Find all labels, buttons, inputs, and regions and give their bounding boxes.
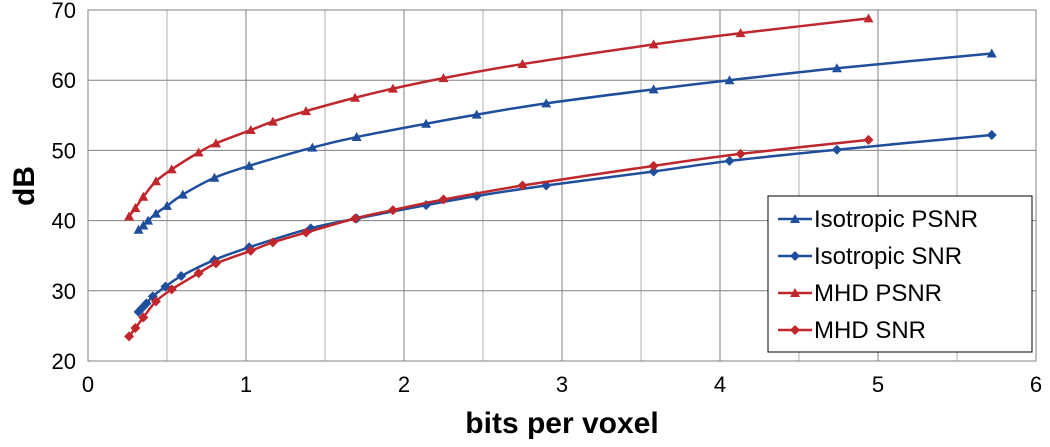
series-1-point-14 [724,155,735,166]
series-2-point-16 [863,13,874,23]
series-2-point-3 [150,176,161,186]
series-2-point-14 [648,39,659,49]
series-3-point-8 [267,237,278,248]
x-axis-title: bits per voxel [465,407,658,440]
series-layer [124,13,997,342]
legend-label-3: MHD SNR [814,317,926,344]
series-3-point-9 [301,227,312,238]
legend-swatch-marker-2 [790,288,800,297]
series-0-point-16 [986,48,997,58]
series-3-point-10 [350,213,361,224]
series-0-point-15 [831,63,842,73]
series-2 [124,13,874,221]
series-3-point-7 [245,245,256,256]
plot-area-frame [87,9,1037,362]
series-2-point-8 [267,116,278,126]
series-3-point-13 [517,180,528,191]
y-axis-title: dB [8,166,41,206]
series-3-point-6 [210,258,221,269]
x-tick-labels: 0 1 2 3 4 5 6 [82,372,1042,397]
legend-label-0: Isotropic PSNR [814,206,978,233]
series-0-point-11 [471,109,482,119]
series-1-point-5 [176,271,187,282]
series-0-point-5 [177,189,188,199]
series-0-point-2 [143,215,154,225]
series-1-point-13 [648,166,659,177]
legend-label-1: Isotropic SNR [814,243,962,270]
series-0-point-6 [209,172,220,182]
legend-swatch-marker-3 [790,325,800,335]
series-2-point-9 [301,106,312,116]
y-tick-label-1: 30 [52,279,76,304]
y-tick-label-0: 20 [52,349,76,374]
y-tick-label-2: 40 [52,209,76,234]
series-2-point-6 [210,138,221,148]
series-0-point-10 [421,118,432,128]
y-tick-labels: 20 30 40 50 60 70 [52,0,76,374]
legend-label-2: MHD PSNR [814,280,942,307]
series-0-point-7 [244,160,255,170]
series-1-point-15 [831,144,842,155]
series-2-point-0 [124,211,135,221]
series-0-point-13 [648,84,659,94]
series-2-point-10 [350,92,361,102]
x-tick-label-6: 6 [1030,372,1042,397]
legend-item-2: MHD PSNR [778,280,942,307]
legend-box [767,195,1033,353]
series-2-point-12 [438,73,449,83]
series-0 [133,48,997,234]
legend: Isotropic PSNR Isotropic SNR MHD PSNR MHD S… [767,195,1033,353]
series-2-point-5 [193,147,204,157]
x-tick-label-5: 5 [872,372,884,397]
y-tick-label-5: 70 [52,0,76,23]
series-1-point-2 [141,298,152,309]
series-3-point-5 [193,268,204,279]
series-3-point-16 [863,134,874,145]
legend-item-0: Isotropic PSNR [778,206,978,233]
series-2-point-7 [245,125,256,135]
series-0-point-9 [351,132,362,142]
series-2-point-11 [387,83,398,93]
series-line-2 [128,17,869,218]
series-0-point-14 [724,75,735,85]
x-tick-label-1: 1 [240,372,252,397]
legend-swatch-marker-0 [790,214,800,223]
series-0-point-4 [162,200,172,210]
series-2-point-13 [517,59,528,69]
series-3-point-4 [166,284,177,295]
series-2-point-1 [130,202,141,212]
legend-item-3: MHD SNR [778,317,926,344]
x-tick-label-3: 3 [556,372,568,397]
series-1-point-16 [986,129,997,140]
series-3-point-2 [138,312,149,323]
series-2-point-15 [735,28,746,38]
x-tick-label-2: 2 [398,372,410,397]
series-2-point-2 [138,191,149,201]
series-0-point-8 [307,142,318,152]
series-3-point-1 [130,323,141,334]
series-3-point-12 [438,194,449,205]
series-0-point-12 [541,98,552,108]
y-tick-label-3: 50 [52,138,76,163]
series-3 [124,134,874,342]
y-tick-label-4: 60 [52,68,76,93]
legend-swatch-marker-1 [790,251,800,261]
x-tick-label-0: 0 [82,372,94,397]
series-3-point-15 [735,148,746,159]
series-0-point-3 [150,208,161,218]
series-2-point-4 [166,164,177,174]
series-0-point-1 [138,220,149,230]
series-3-point-14 [648,160,659,171]
series-3-point-3 [150,296,161,307]
legend-item-1: Isotropic SNR [778,243,962,270]
series-3-point-0 [124,331,135,342]
x-tick-label-4: 4 [714,372,726,397]
series-3-point-11 [387,205,398,216]
